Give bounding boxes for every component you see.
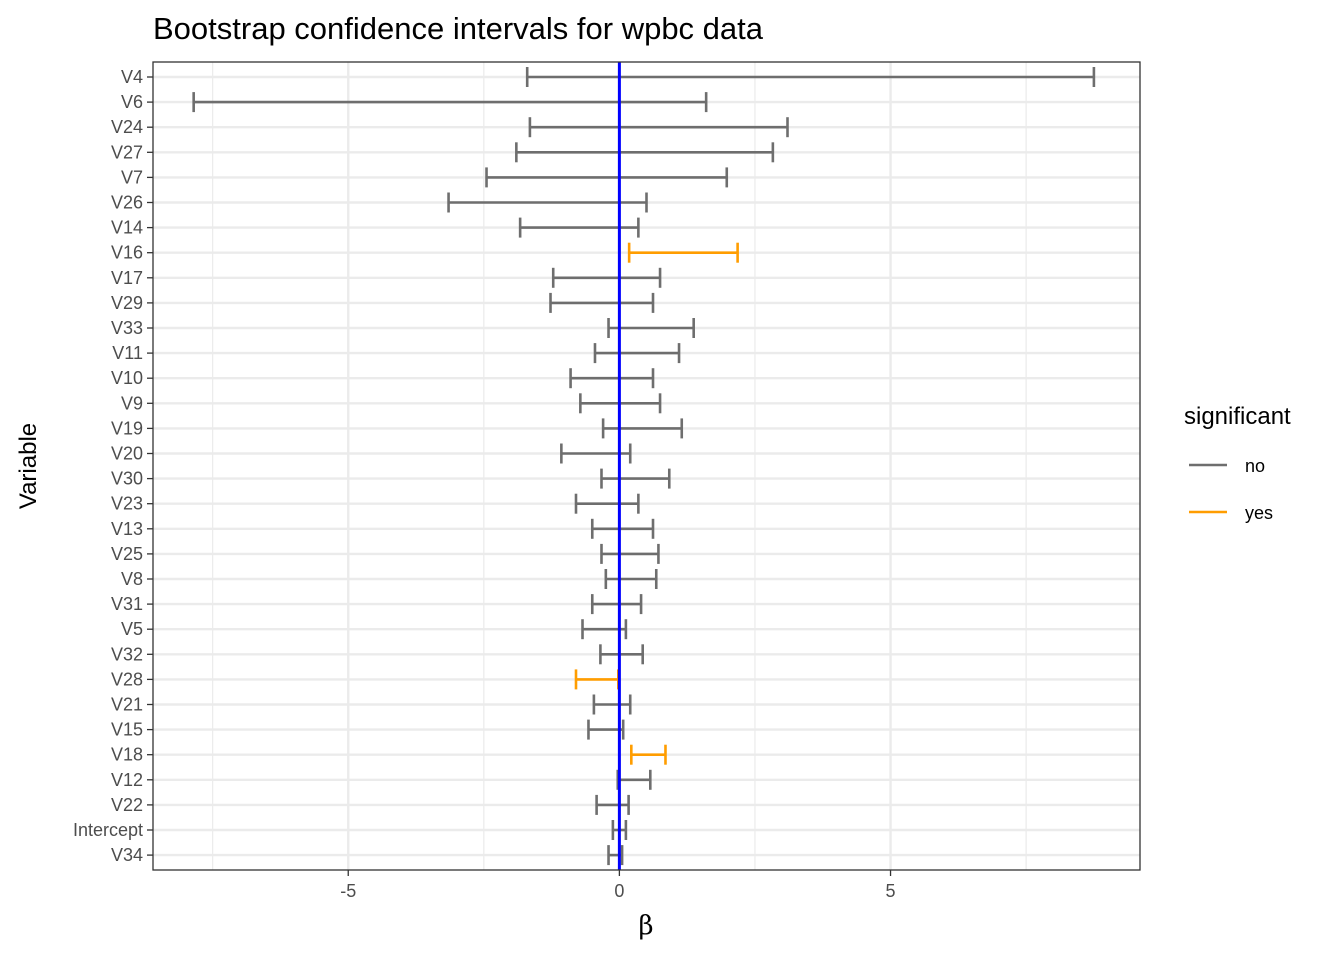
y-tick-label: V21 — [111, 695, 143, 715]
y-tick-label: V32 — [111, 644, 143, 664]
y-tick-labels: V4 V6 V24 V27 V7 V26 V14 V16 V17 V29 V33 V11 V10 V9 V1… — [73, 67, 153, 865]
y-tick-label: V8 — [121, 569, 143, 589]
interval-v13 — [590, 518, 655, 539]
y-tick-label: V27 — [111, 142, 143, 162]
y-tick-label: V9 — [121, 393, 143, 413]
panel-rect — [153, 62, 1140, 870]
plot-border-layer — [152, 61, 1141, 871]
interval-v31 — [590, 594, 643, 615]
interval-v22 — [595, 794, 630, 815]
interval-v12 — [616, 769, 652, 790]
y-tick-label: V12 — [111, 770, 143, 790]
x-tick-label: 5 — [886, 881, 896, 901]
interval-v16 — [627, 242, 739, 263]
interval-v8 — [604, 569, 658, 589]
panel-border — [152, 61, 1141, 871]
y-tick-label: V22 — [111, 795, 143, 815]
interval-v33 — [607, 318, 695, 338]
y-tick-label: V25 — [111, 544, 143, 564]
interval-v21 — [592, 694, 632, 715]
interval-v32 — [599, 644, 645, 665]
y-axis-title: Variable — [15, 423, 42, 509]
y-tick-label: V24 — [111, 117, 143, 137]
interval-v30 — [600, 468, 671, 489]
y-tick-label: V4 — [121, 67, 143, 87]
y-tick-label: V15 — [111, 720, 143, 740]
interval-v7 — [485, 167, 729, 188]
y-tick-label: V19 — [111, 418, 143, 438]
x-axis-title: β — [638, 911, 653, 941]
y-tick-label: V17 — [111, 268, 143, 288]
y-tick-label: V33 — [111, 318, 143, 338]
interval-v11 — [593, 343, 681, 364]
interval-v27 — [515, 142, 775, 163]
y-tick-label: V34 — [111, 845, 143, 865]
interval-v25 — [600, 543, 660, 564]
legend-entry-no: no — [1189, 456, 1265, 476]
plot-panel-background — [153, 62, 1140, 870]
y-tick-label: V13 — [111, 519, 143, 539]
y-tick-label: V31 — [111, 594, 143, 614]
y-tick-label: V26 — [111, 193, 143, 213]
x-tick-labels: -5 0 5 — [340, 870, 896, 901]
interval-v17 — [551, 267, 662, 288]
y-tick-label: V16 — [111, 243, 143, 263]
y-tick-label: V7 — [121, 167, 143, 187]
interval-series — [192, 67, 1096, 866]
y-tick-label: V28 — [111, 669, 143, 689]
y-tick-label: V18 — [111, 745, 143, 765]
y-tick-label: V6 — [121, 92, 143, 112]
legend-entry-label: yes — [1245, 503, 1273, 523]
legend-title: significant — [1184, 403, 1291, 430]
interval-v29 — [549, 292, 655, 313]
y-tick-label: V20 — [111, 444, 143, 464]
chart-title: Bootstrap confidence intervals for wpbc … — [153, 11, 764, 46]
legend-entry-label: no — [1245, 456, 1265, 476]
y-tick-label: V10 — [111, 368, 143, 388]
x-tick-label: 0 — [614, 881, 624, 901]
y-tick-label: V11 — [112, 343, 143, 363]
legend: significant no yes — [1184, 403, 1291, 523]
y-tick-label: Intercept — [73, 820, 143, 840]
interval-v19 — [601, 418, 684, 439]
interval-v24 — [528, 117, 789, 138]
y-tick-label: V14 — [111, 218, 143, 238]
interval-v26 — [447, 192, 648, 213]
interval-v23 — [574, 493, 640, 514]
interval-v4 — [525, 67, 1096, 87]
interval-v18 — [630, 744, 667, 765]
interval-v15 — [587, 719, 625, 740]
y-tick-label: V29 — [111, 293, 143, 313]
legend-entry-yes: yes — [1189, 503, 1273, 523]
y-tick-label: V30 — [111, 469, 143, 489]
y-tick-label: V23 — [111, 494, 143, 514]
interval-v10 — [569, 368, 655, 389]
x-tick-label: -5 — [340, 881, 356, 901]
y-tick-label: V5 — [121, 619, 143, 639]
